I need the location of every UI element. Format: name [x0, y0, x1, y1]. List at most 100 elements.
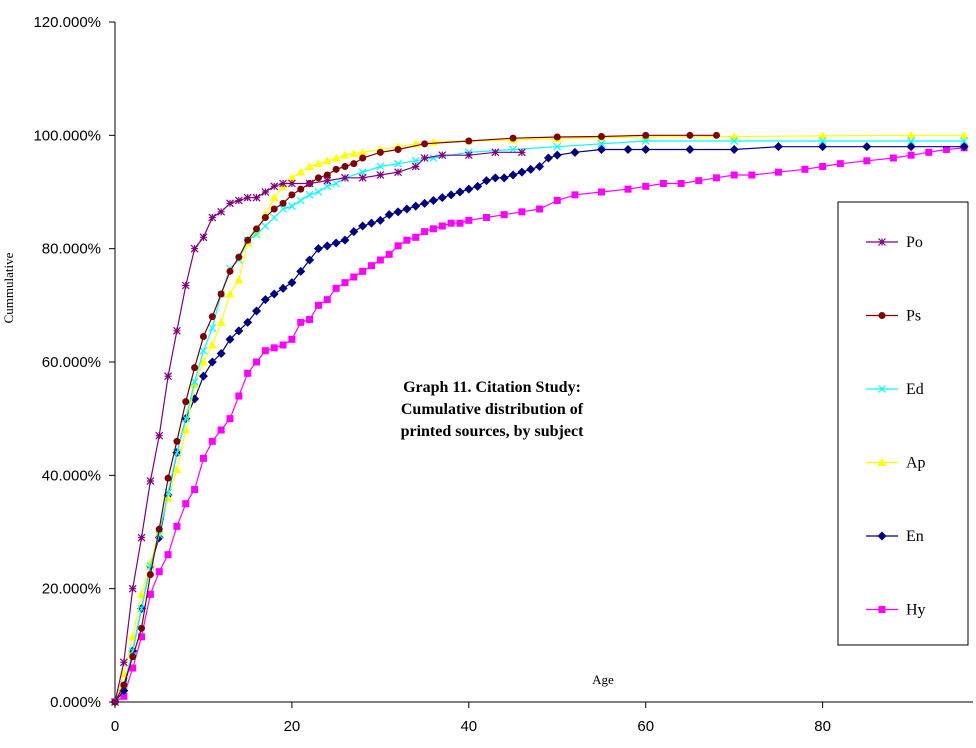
data-point-en [207, 357, 217, 367]
annotation-line: Graph 11. Citation Study: [403, 379, 581, 396]
data-point-hy [368, 262, 376, 270]
legend-entry-hy: Hy [866, 602, 926, 619]
data-point-ps [297, 185, 305, 193]
data-point-en [349, 227, 359, 237]
data-point-po [341, 173, 349, 182]
data-point-ed [314, 188, 323, 196]
data-point-en [482, 176, 492, 186]
data-point-hy [801, 165, 809, 173]
data-point-hy [456, 219, 464, 227]
data-point-ed [597, 139, 606, 148]
data-point-hy [465, 216, 473, 224]
data-point-po [517, 148, 526, 157]
data-point-hy [279, 341, 287, 349]
data-point-ps [341, 163, 349, 170]
x-tick-label: 80 [814, 718, 831, 735]
data-point-hy [164, 551, 172, 559]
data-point-en [623, 145, 633, 154]
data-point-ap [349, 148, 359, 157]
annotation-line: Cumulative distribution of [401, 401, 584, 418]
data-point-po [252, 193, 261, 202]
data-point-ed [907, 137, 916, 145]
data-point-ed [199, 346, 208, 355]
data-point-hy [836, 160, 844, 168]
data-point-en [296, 266, 306, 276]
data-point-en [818, 142, 828, 152]
y-tick-label: 60.000% [42, 354, 101, 371]
data-point-po [119, 658, 128, 667]
data-point-ps [686, 131, 694, 139]
data-point-en [269, 289, 279, 299]
legend-label: Po [906, 234, 923, 251]
data-point-ed [641, 137, 650, 145]
data-point-en [455, 187, 465, 197]
data-point-hy [571, 191, 579, 199]
data-point-hy [253, 358, 261, 366]
data-point-po [128, 584, 137, 593]
data-point-ed [270, 213, 279, 222]
data-point-hy [217, 426, 225, 434]
data-point-hy [306, 316, 314, 323]
legend-entry-en: En [866, 528, 924, 545]
data-point-en [367, 218, 377, 228]
data-point-en [340, 235, 350, 245]
data-point-hy [146, 590, 154, 598]
data-point-hy [447, 219, 455, 227]
data-point-po [323, 176, 332, 185]
data-point-en [499, 173, 509, 183]
data-point-hy [385, 250, 393, 258]
data-point-en [278, 283, 288, 293]
y-axis-title: Cummulative [1, 252, 16, 323]
data-point-ps [642, 131, 650, 139]
data-point-hy [597, 188, 605, 196]
data-point-po [208, 213, 217, 222]
data-point-hy [438, 222, 446, 230]
data-point-po [464, 151, 473, 160]
data-point-po [190, 244, 199, 253]
data-point-hy [129, 664, 137, 672]
series-line-ed [114, 140, 965, 703]
data-point-hy [483, 214, 491, 221]
data-point-po [243, 193, 252, 202]
data-point-po [111, 698, 119, 706]
legend-label: Ed [906, 381, 924, 398]
legend-marker [878, 238, 886, 246]
data-point-en [906, 142, 916, 152]
data-point-po [491, 148, 500, 157]
legend-box [837, 201, 969, 646]
legend-marker [878, 606, 886, 613]
data-point-en [420, 198, 430, 208]
data-point-en [411, 201, 421, 211]
data-point-hy [155, 568, 163, 576]
data-point-en [402, 204, 412, 214]
x-axis-title: Age [592, 672, 614, 687]
data-point-hy [819, 163, 827, 170]
data-point-hy [712, 174, 720, 182]
data-point-hy [182, 500, 190, 508]
data-point-hy [350, 273, 358, 281]
data-point-hy [500, 211, 508, 219]
data-point-po [411, 162, 420, 171]
data-point-ed [305, 190, 314, 199]
data-point-ed [261, 222, 270, 230]
data-point-ps [208, 313, 216, 321]
data-point-hy [376, 256, 384, 264]
data-point-hy [925, 148, 933, 156]
data-point-en [535, 162, 545, 171]
data-point-hy [677, 180, 685, 187]
data-point-hy [270, 344, 278, 352]
data-point-hy [297, 318, 305, 326]
data-point-en [305, 255, 315, 265]
data-point-en [526, 164, 536, 174]
data-point-po [305, 179, 314, 188]
data-point-hy [403, 236, 411, 244]
legend-marker [877, 531, 887, 541]
data-point-ps [332, 165, 340, 173]
data-point-ps [261, 214, 269, 221]
data-point-hy [394, 242, 402, 250]
data-point-ed [730, 137, 739, 145]
data-point-en [490, 173, 500, 183]
data-point-ps [376, 148, 384, 156]
data-point-en [473, 181, 483, 191]
